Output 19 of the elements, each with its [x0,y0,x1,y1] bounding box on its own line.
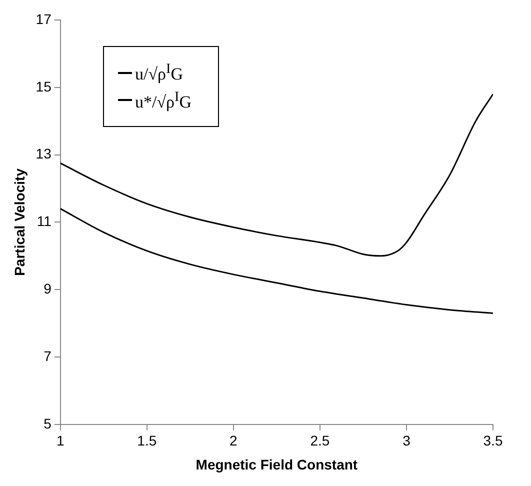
y-axis-title: Partical Velocity [11,168,28,276]
legend-label: u*/√ρ$^{I}$G [135,88,192,112]
y-tick-label: 15 [36,78,52,94]
x-tick-label: 1.5 [137,432,157,449]
x-axis-title: Megnetic Field Constant [196,456,358,472]
x-tick-label: 3.5 [483,432,503,449]
y-tick-label: 7 [44,348,52,364]
line-series [60,208,493,314]
y-tick-label: 17 [36,10,52,27]
x-tick-label: 2.5 [310,432,330,449]
y-tick-label: 13 [36,146,52,162]
y-tick-label: 11 [36,213,52,230]
y-tick-label: 9 [44,280,52,296]
x-tick-label: 1 [56,432,64,449]
x-tick-label: 2 [230,432,238,449]
y-tick-label: 5 [44,415,52,432]
legend-label: u/√ρ$^{I}$G [135,61,184,85]
line-series [60,93,493,257]
x-tick-label: 3 [402,432,411,449]
